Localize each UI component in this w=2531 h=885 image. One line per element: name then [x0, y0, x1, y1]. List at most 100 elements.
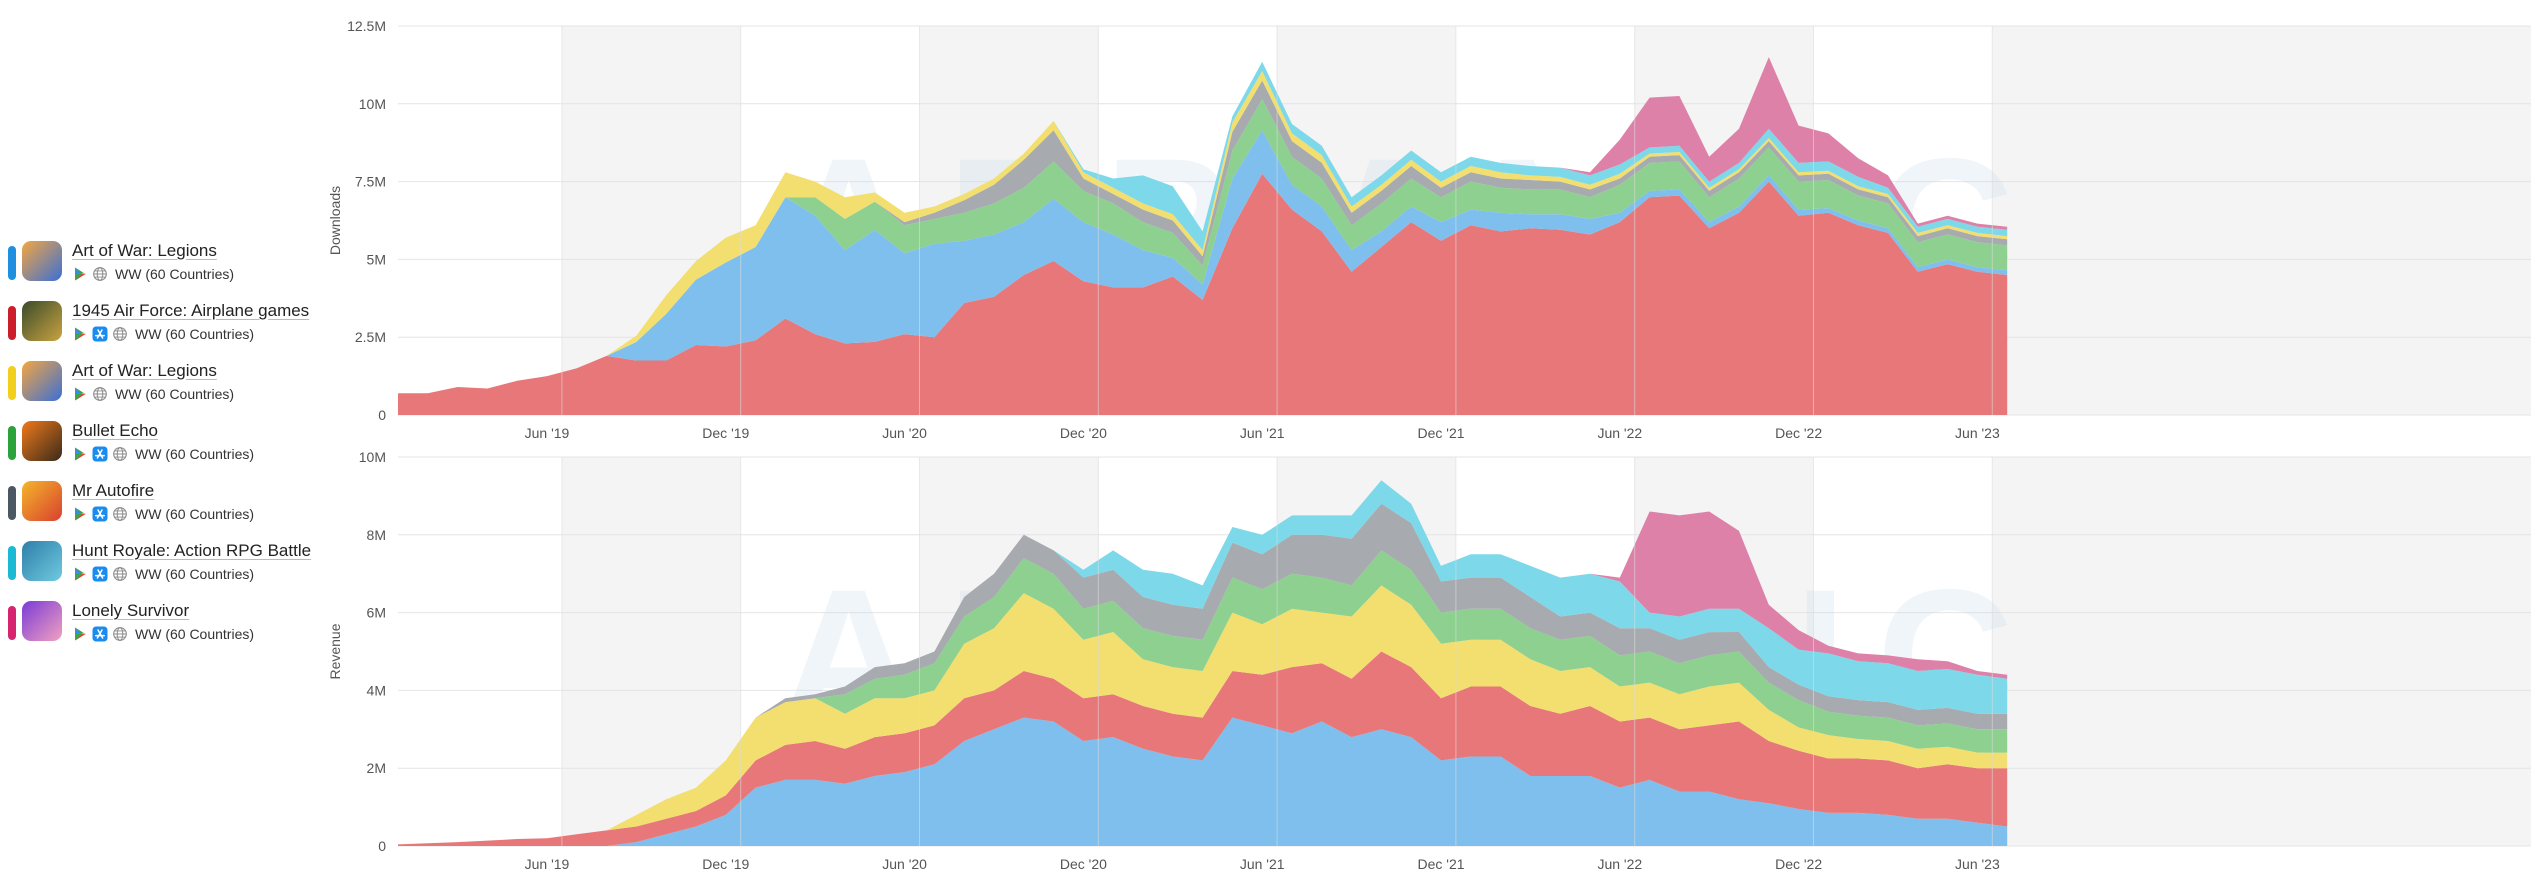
series-area[interactable]	[398, 585, 2008, 845]
google-play-icon	[75, 627, 86, 641]
legend-region: WW (60 Countries)	[115, 266, 235, 282]
y-tick-label: 7.5M	[355, 174, 386, 190]
legend-color-bar	[8, 546, 16, 580]
legend-region: WW (60 Countries)	[115, 386, 235, 402]
x-tick-label: Dec '20	[1060, 425, 1107, 441]
google-play-icon	[75, 507, 86, 521]
app-icon	[22, 361, 62, 401]
legend-color-bar	[8, 426, 16, 460]
app-store-icon	[92, 566, 108, 582]
series-area[interactable]	[398, 651, 2008, 847]
legend-app-name[interactable]: 1945 Air Force: Airplane games	[72, 301, 310, 320]
y-tick-label: 12.5M	[347, 18, 386, 34]
globe-icon	[93, 387, 107, 401]
legend-meta: WW (60 Countries)	[72, 624, 254, 644]
y-tick-label: 10M	[359, 449, 386, 465]
legend-meta: WW (60 Countries)	[72, 324, 254, 344]
legend-color-bar	[8, 366, 16, 400]
legend-meta: WW (60 Countries)	[72, 504, 254, 524]
x-tick-label: Dec '19	[702, 856, 749, 872]
y-tick-label: 10M	[359, 96, 386, 112]
shaded-band	[1992, 457, 2531, 846]
legend-meta: WW (60 Countries)	[72, 384, 234, 404]
legend-item[interactable]: Bullet Echo WW (60 Countries)	[0, 418, 330, 478]
legend-item[interactable]: Art of War: Legions WW (60 Countries)	[0, 358, 330, 418]
app-icon	[22, 421, 62, 461]
shaded-band	[1992, 26, 2531, 415]
app-store-icon	[92, 506, 108, 522]
app-store-icon	[92, 446, 108, 462]
legend-color-bar	[8, 246, 16, 280]
legend-app-name[interactable]: Lonely Survivor	[72, 601, 190, 620]
app-store-icon	[92, 326, 108, 342]
x-tick-label: Jun '22	[1597, 856, 1642, 872]
series-area[interactable]	[398, 173, 2008, 415]
x-tick-label: Dec '19	[702, 425, 749, 441]
x-tick-label: Jun '23	[1955, 856, 2000, 872]
app-icon	[22, 601, 62, 641]
legend-meta: WW (60 Countries)	[72, 444, 254, 464]
y-tick-label: 2M	[367, 760, 386, 776]
legend-meta: WW (60 Countries)	[72, 264, 234, 284]
x-tick-label: Jun '19	[525, 425, 570, 441]
google-play-icon	[75, 267, 86, 281]
legend-item[interactable]: 1945 Air Force: Airplane games WW (60 Cou…	[0, 298, 330, 358]
y-tick-label: 2.5M	[355, 329, 386, 345]
globe-icon	[93, 267, 107, 281]
app-icon	[22, 481, 62, 521]
y-tick-label: 5M	[367, 251, 386, 267]
legend-app-name[interactable]: Art of War: Legions	[72, 241, 217, 260]
legend-meta: WW (60 Countries)	[72, 564, 254, 584]
x-tick-label: Dec '21	[1417, 856, 1464, 872]
app-icon	[22, 241, 62, 281]
globe-icon	[113, 447, 127, 461]
x-tick-label: Dec '20	[1060, 856, 1107, 872]
legend: Art of War: Legions WW (60 Countries) 1945…	[0, 238, 330, 658]
globe-icon	[113, 567, 127, 581]
globe-icon	[113, 507, 127, 521]
y-tick-label: 0	[378, 407, 386, 423]
y-tick-label: 8M	[367, 527, 386, 543]
legend-item[interactable]: Mr Autofire WW (60 Countries)	[0, 478, 330, 538]
x-tick-label: Dec '21	[1417, 425, 1464, 441]
legend-color-bar	[8, 306, 16, 340]
legend-app-name[interactable]: Mr Autofire	[72, 481, 155, 500]
legend-color-bar	[8, 606, 16, 640]
y-axis-label: Downloads	[327, 186, 343, 255]
google-play-icon	[75, 447, 86, 461]
legend-item[interactable]: Hunt Royale: Action RPG Battle WW (60 Cou…	[0, 538, 330, 598]
legend-color-bar	[8, 486, 16, 520]
x-tick-label: Jun '22	[1597, 425, 1642, 441]
legend-app-name[interactable]: Bullet Echo	[72, 421, 158, 440]
x-tick-label: Jun '20	[882, 425, 927, 441]
x-tick-label: Jun '19	[525, 856, 570, 872]
legend-app-name[interactable]: Hunt Royale: Action RPG Battle	[72, 541, 312, 560]
x-tick-label: Jun '21	[1240, 425, 1285, 441]
y-tick-label: 0	[378, 838, 386, 854]
y-axis-label: Revenue	[327, 623, 343, 679]
legend-region: WW (60 Countries)	[135, 326, 255, 342]
legend-region: WW (60 Countries)	[135, 446, 255, 462]
x-tick-label: Jun '20	[882, 856, 927, 872]
google-play-icon	[75, 567, 86, 581]
legend-item[interactable]: Lonely Survivor WW (60 Countries)	[0, 598, 330, 658]
x-tick-label: Dec '22	[1775, 425, 1822, 441]
google-play-icon	[75, 327, 86, 341]
legend-item[interactable]: Art of War: Legions WW (60 Countries)	[0, 238, 330, 298]
legend-region: WW (60 Countries)	[135, 506, 255, 522]
globe-icon	[113, 327, 127, 341]
legend-app-name[interactable]: Art of War: Legions	[72, 361, 217, 380]
app-icon	[22, 541, 62, 581]
globe-icon	[113, 627, 127, 641]
google-play-icon	[75, 387, 86, 401]
y-tick-label: 6M	[367, 605, 386, 621]
series-area[interactable]	[398, 717, 2008, 846]
legend-region: WW (60 Countries)	[135, 566, 255, 582]
app-icon	[22, 301, 62, 341]
legend-region: WW (60 Countries)	[135, 626, 255, 642]
x-tick-label: Dec '22	[1775, 856, 1822, 872]
x-tick-label: Jun '21	[1240, 856, 1285, 872]
